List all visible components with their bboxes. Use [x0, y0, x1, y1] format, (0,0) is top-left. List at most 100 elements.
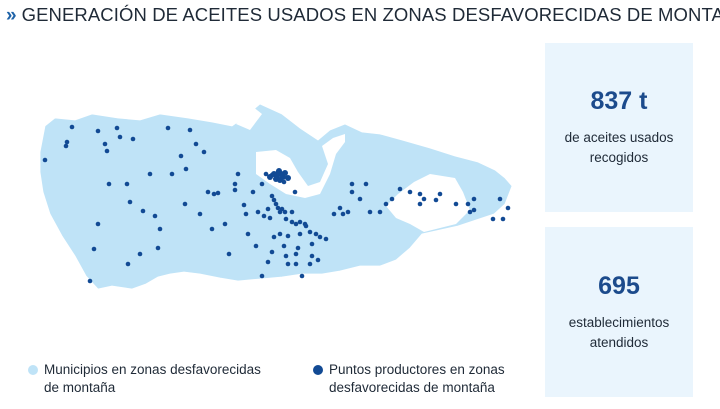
- producer-point: [64, 139, 70, 145]
- producer-point: [211, 191, 217, 197]
- producer-point: [437, 191, 443, 197]
- producer-point: [87, 278, 93, 284]
- producer-point: [157, 226, 163, 232]
- double-chevron-right-icon: »: [6, 4, 17, 26]
- producer-point: [417, 201, 423, 207]
- producer-point: [165, 125, 171, 131]
- producer-point: [261, 213, 267, 219]
- producer-point: [283, 216, 289, 222]
- non-mountain-zone: [386, 174, 470, 232]
- producer-point: [267, 174, 273, 180]
- legend-swatch-dark-icon: [313, 365, 323, 375]
- producer-point: [297, 219, 303, 225]
- producer-point: [182, 201, 188, 207]
- producer-point: [407, 189, 413, 195]
- producer-point: [255, 209, 261, 215]
- producer-point: [397, 186, 403, 192]
- stat-description: de aceites usados recogidos: [564, 130, 674, 165]
- producer-point: [140, 208, 146, 214]
- producer-point: [315, 257, 321, 263]
- producer-point: [295, 245, 301, 251]
- producer-point: [63, 143, 69, 149]
- producer-point: [279, 206, 285, 212]
- producer-point: [235, 171, 241, 177]
- producer-point: [433, 197, 439, 203]
- map-svg: [39, 103, 513, 290]
- mountain-zone-region: [39, 103, 513, 290]
- producer-point: [467, 209, 473, 215]
- legend-label: Municipios en zonas desfavorecidas de mo…: [44, 362, 261, 395]
- producer-point: [201, 149, 207, 155]
- producer-point: [349, 189, 355, 195]
- producer-point: [125, 261, 131, 267]
- producer-points: [42, 124, 511, 284]
- producer-point: [307, 229, 313, 235]
- producer-point: [317, 234, 323, 240]
- producer-point: [106, 181, 112, 187]
- producer-point: [281, 243, 287, 249]
- producer-point: [155, 245, 161, 251]
- producer-point: [241, 202, 247, 208]
- producer-point: [271, 197, 277, 203]
- producer-point: [114, 125, 120, 131]
- title-bar: » GENERACIÓN DE ACEITES USADOS EN ZONAS …: [6, 3, 720, 27]
- producer-point: [323, 236, 329, 242]
- producer-point: [193, 141, 199, 147]
- stat-panel-collected: 837 t de aceites usados recogidos: [545, 43, 693, 212]
- producer-point: [383, 201, 389, 207]
- producer-point: [209, 226, 215, 232]
- producer-point: [471, 207, 477, 213]
- legend-item-producer-points: Puntos productores en zonas desfavorecid…: [313, 361, 523, 397]
- producer-point: [363, 181, 369, 187]
- producer-point: [91, 246, 97, 252]
- producer-point: [265, 206, 271, 212]
- producer-point: [471, 196, 477, 202]
- producer-point: [417, 191, 423, 197]
- producer-point: [226, 251, 232, 257]
- producer-point: [283, 253, 289, 259]
- producer-point: [309, 253, 315, 259]
- producer-point: [232, 181, 238, 187]
- producer-point: [289, 209, 295, 215]
- producer-point: [178, 153, 184, 159]
- producer-point: [299, 273, 305, 279]
- producer-point: [215, 190, 221, 196]
- producer-point: [42, 157, 48, 163]
- producer-point: [275, 205, 281, 211]
- producer-point: [124, 181, 130, 187]
- legend-swatch-light-icon: [28, 365, 38, 375]
- stat-panel-establishments: 695 establecimientos atendidos: [545, 227, 693, 397]
- producer-point: [265, 259, 271, 265]
- producer-point: [259, 273, 265, 279]
- producer-point: [271, 234, 277, 240]
- stat-value: 837 t: [590, 87, 648, 115]
- non-mountain-zone: [236, 106, 262, 130]
- producer-point: [357, 196, 363, 202]
- producer-point: [222, 221, 228, 227]
- producer-point: [232, 187, 238, 193]
- producer-point: [187, 127, 193, 133]
- producer-point: [183, 166, 189, 172]
- producer-point: [269, 249, 275, 255]
- stat-description: establecimientos atendidos: [568, 314, 670, 350]
- producer-point: [147, 171, 153, 177]
- producer-point: [282, 209, 288, 215]
- producer-point: [282, 170, 288, 176]
- producer-point: [127, 199, 133, 205]
- producer-point: [289, 219, 295, 225]
- producer-point: [273, 201, 279, 207]
- producer-point: [293, 261, 299, 267]
- producer-point: [285, 175, 291, 181]
- producer-point: [117, 134, 123, 140]
- stat-value: 695: [598, 271, 640, 300]
- producer-point: [349, 181, 355, 187]
- producer-point: [69, 124, 75, 130]
- producer-point: [137, 251, 143, 257]
- producer-point: [302, 221, 308, 227]
- producer-point: [267, 215, 273, 221]
- producer-point: [505, 205, 511, 211]
- producer-point: [95, 221, 101, 227]
- producer-point: [421, 196, 427, 202]
- producer-point: [263, 171, 269, 177]
- producer-point: [377, 209, 383, 215]
